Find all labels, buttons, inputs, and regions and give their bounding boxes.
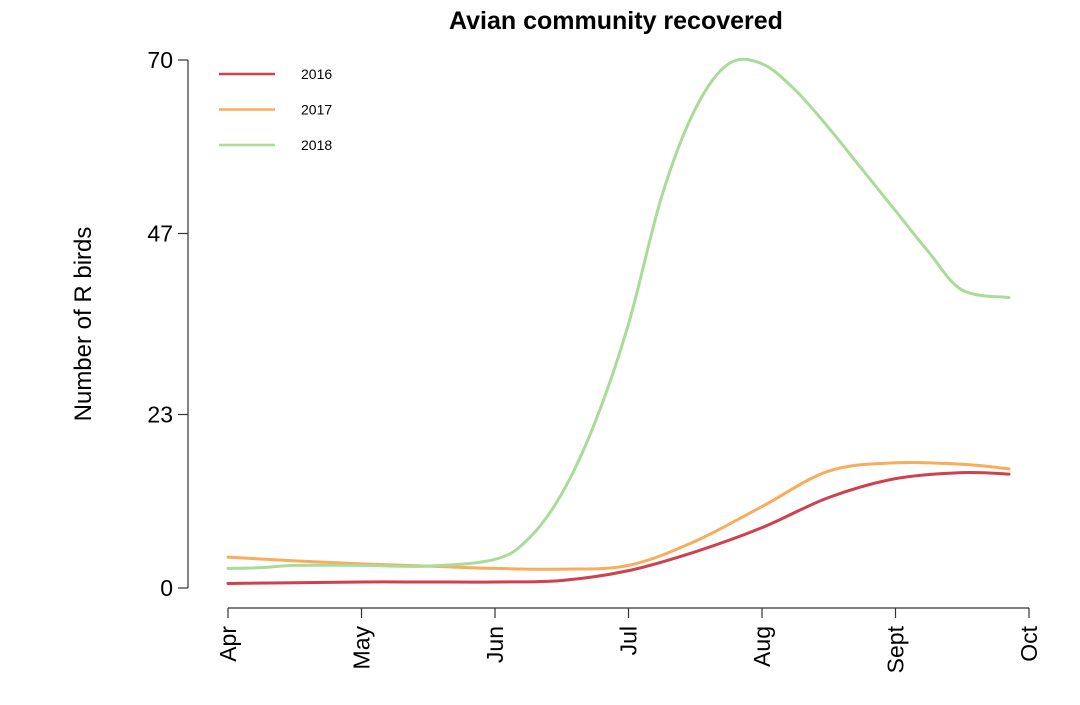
y-axis-title: Number of R birds	[70, 227, 97, 422]
axes: 0 23 47 70 Apr May Jun Jul Aug Sept Oct	[147, 47, 1042, 673]
chart-title: Avian community recovered	[449, 7, 783, 35]
series-line-2017	[226, 460, 1011, 571]
series-lines	[226, 57, 1011, 585]
x-tick-label: Apr	[215, 626, 241, 662]
x-tick-label: Jul	[616, 626, 642, 655]
legend-label-2016: 2016	[301, 66, 332, 82]
y-tick-label: 47	[147, 220, 173, 246]
x-tick-label: Jun	[482, 626, 508, 663]
legend-label-2017: 2017	[301, 102, 332, 118]
y-tick-label: 70	[147, 47, 173, 73]
x-tick-label: Aug	[749, 626, 775, 667]
y-tick-label: 0	[160, 575, 173, 601]
legend-label-2018: 2018	[301, 137, 332, 153]
x-tick-label: May	[349, 626, 375, 670]
series-line-2016	[226, 470, 1011, 585]
x-tick-label: Sept	[883, 625, 909, 673]
series-line-2018	[226, 57, 1011, 570]
y-tick-label: 23	[147, 402, 173, 428]
legend: 2016 2017 2018	[219, 66, 332, 153]
x-tick-label: Oct	[1016, 625, 1042, 661]
